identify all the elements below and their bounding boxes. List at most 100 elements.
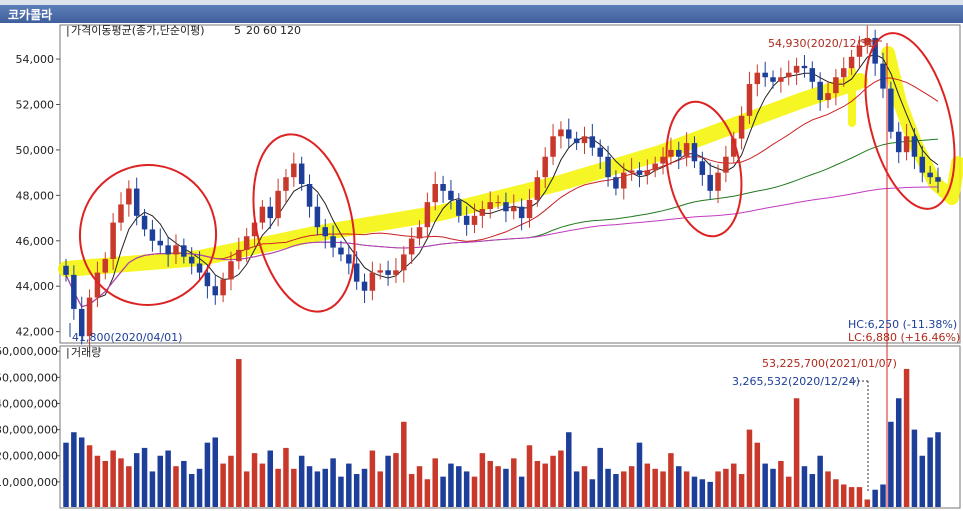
candle-body — [283, 177, 289, 191]
candle-body — [133, 188, 140, 216]
candle-body — [503, 202, 509, 212]
volume-bar — [550, 455, 556, 507]
volume-bar — [181, 460, 187, 507]
volume-bar — [479, 453, 486, 507]
price-tick-label-0: 54,000 — [16, 53, 55, 66]
candle-body — [778, 77, 784, 82]
volume-bar — [173, 466, 179, 507]
candle-body — [424, 202, 431, 228]
volume-tick-label-0: 60,000,000 — [0, 345, 58, 358]
volume-bar — [542, 463, 548, 507]
candle-body — [251, 222, 258, 237]
volume-bar — [848, 487, 855, 507]
candle-body — [487, 202, 493, 209]
volume-bar — [927, 437, 933, 507]
volume-bar — [157, 455, 164, 507]
volume-bar — [393, 453, 399, 507]
candle-body — [267, 206, 274, 219]
candle-body — [86, 297, 93, 337]
candle-body — [770, 77, 776, 82]
volume-bar — [856, 487, 863, 507]
price-tick-label-5: 44,000 — [16, 280, 55, 293]
volume-bar — [511, 458, 517, 507]
volume-bar — [86, 445, 93, 507]
candle-body — [306, 184, 313, 207]
volume-bar — [275, 468, 281, 507]
volume-bar — [495, 466, 501, 507]
candle-body — [463, 215, 470, 225]
ma5-legend: 5 — [234, 24, 241, 37]
volume-bar — [738, 474, 745, 507]
candle-body — [118, 204, 124, 223]
volume-bar — [369, 450, 376, 507]
volume-bar — [204, 442, 211, 507]
volume-bar — [487, 460, 493, 507]
candle-body — [927, 172, 933, 178]
ma20-legend: 20 — [246, 24, 260, 37]
candle-body — [754, 72, 761, 85]
candle-body — [872, 37, 878, 64]
volume-bar — [668, 453, 674, 507]
volume-bar — [251, 453, 258, 507]
stock-chart[interactable]: 54,000 52,000 50,000 48,000 46,000 44,000 42,0… — [0, 23, 963, 511]
candle-body — [346, 254, 352, 264]
red-circle-1 — [78, 164, 218, 306]
price-tick-label-1: 52,000 — [16, 99, 55, 112]
volume-bar — [432, 458, 438, 507]
candle-body — [71, 274, 77, 309]
red-circle-3 — [665, 100, 743, 238]
volume-bar — [888, 421, 894, 507]
volume-bar — [715, 471, 721, 507]
volume-bar — [691, 476, 698, 507]
candle-body — [212, 286, 219, 296]
volume-bar — [228, 455, 234, 507]
candle-body — [408, 238, 415, 255]
candle-body — [518, 206, 525, 219]
volume-bar — [416, 466, 423, 507]
volume-bar — [935, 432, 941, 507]
candle-body — [338, 247, 344, 255]
candle-body — [542, 156, 548, 178]
volume-bar — [801, 466, 808, 507]
candle-body — [676, 149, 682, 157]
volume-bar — [919, 455, 926, 507]
highlight-trend-stroke — [58, 73, 868, 277]
candle-body — [298, 163, 305, 184]
candlesticks — [63, 25, 941, 349]
candle-body — [581, 136, 588, 144]
ma-line-5 — [65, 53, 939, 308]
volume-bar — [401, 421, 407, 507]
candle-body — [840, 68, 847, 78]
candle-body — [259, 206, 266, 223]
price-legend-label: 가격이동평균(종가,단순이평) — [71, 24, 205, 37]
candle-body — [723, 156, 729, 173]
lc-annotation: LC:6,880 (+16.46%) — [848, 331, 960, 344]
candle-body — [495, 202, 501, 204]
candle-body — [699, 161, 706, 175]
red-circle-annotations — [78, 32, 956, 313]
volume-bar — [636, 442, 643, 507]
candle-body — [165, 245, 171, 255]
volume-bar — [895, 398, 902, 507]
candle-body — [856, 45, 863, 57]
volume-bar — [298, 455, 305, 507]
price-tick-label-4: 46,000 — [16, 235, 55, 248]
volume-bar — [78, 437, 85, 507]
volume-bar — [911, 429, 918, 507]
ma120-legend: 120 — [280, 24, 301, 37]
volume-bar — [573, 471, 580, 507]
price-tick-label-3: 48,000 — [16, 189, 55, 202]
volume-bar — [770, 468, 776, 507]
volume-bar — [212, 437, 219, 507]
candle-body — [683, 143, 690, 157]
candle-body — [393, 270, 399, 275]
candle-body — [848, 56, 855, 69]
volume-bar — [188, 474, 195, 507]
volume-bar — [660, 471, 666, 507]
volume-bar — [283, 447, 289, 507]
volume-bar — [259, 463, 266, 507]
volume-bar — [133, 453, 140, 507]
candle-body — [369, 272, 376, 291]
candle-body — [636, 170, 643, 175]
volume-legend-marker: | — [66, 346, 70, 359]
